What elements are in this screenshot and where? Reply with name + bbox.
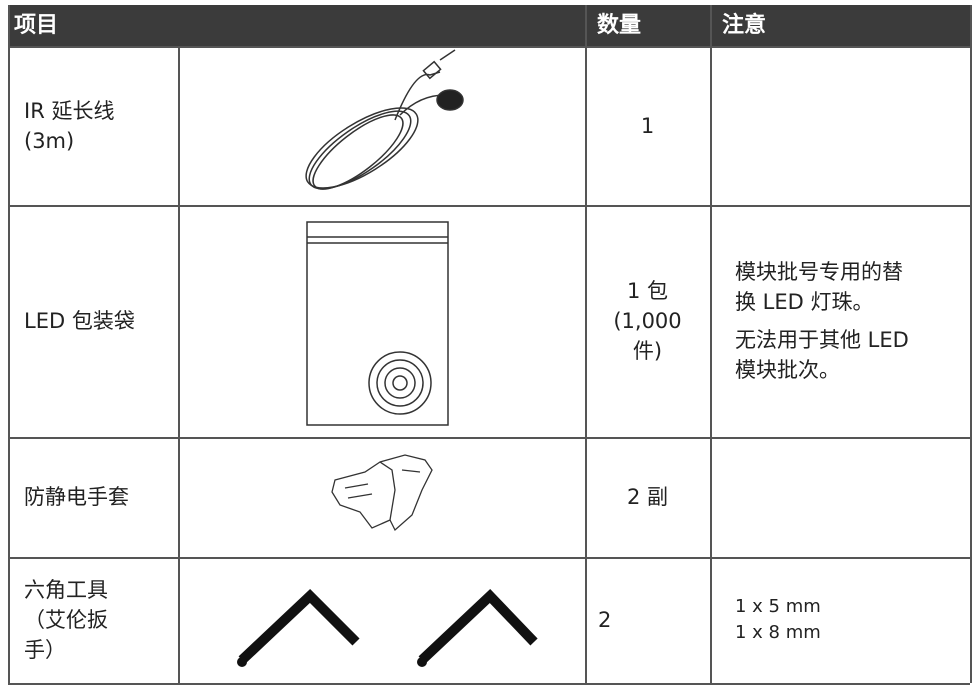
column-line <box>710 5 712 683</box>
quantity-text: 1 包 <box>626 279 669 303</box>
item-text: IR 延长线 <box>24 98 115 123</box>
header-cell: 注意 <box>722 13 767 38</box>
item-text: 防静电手套 <box>24 485 129 509</box>
quantity-text: 1 <box>640 113 655 138</box>
item-text: 手） <box>24 638 66 662</box>
header-cell: 数量 <box>597 13 642 38</box>
quantity-text: 2 <box>598 608 612 632</box>
item-text: 六角工具 <box>24 578 108 602</box>
item-text: LED 包装袋 <box>24 309 135 333</box>
quantity-text: 件) <box>632 339 663 363</box>
bag-illustration <box>306 221 449 426</box>
row-line <box>8 437 970 439</box>
note-text: 换 LED 灯珠。 <box>735 290 874 314</box>
quantity-text: 2 副 <box>626 485 669 509</box>
gloves-illustration <box>331 454 433 532</box>
row-line <box>8 205 970 207</box>
cable-illustration <box>305 49 464 190</box>
row-line <box>8 557 970 559</box>
note-text: 模块批次。 <box>735 358 840 382</box>
row-line <box>8 46 970 48</box>
note-text: 1 x 5 mm <box>735 596 821 617</box>
note-text: 1 x 8 mm <box>735 622 821 643</box>
column-line <box>585 5 587 683</box>
note-text: 无法用于其他 LED <box>735 328 909 352</box>
note-text: 模块批号专用的替 <box>735 260 903 284</box>
item-text: （艾伦扳 <box>24 608 108 632</box>
row-line <box>8 683 970 685</box>
column-line <box>178 46 180 683</box>
hex-keys-illustration <box>237 588 538 667</box>
header-bar <box>8 5 970 46</box>
column-line <box>970 5 972 683</box>
item-text: (3m) <box>24 128 75 153</box>
header-cell: 项目 <box>14 13 59 38</box>
column-line <box>8 5 10 683</box>
quantity-text: (1,000 <box>613 309 682 333</box>
